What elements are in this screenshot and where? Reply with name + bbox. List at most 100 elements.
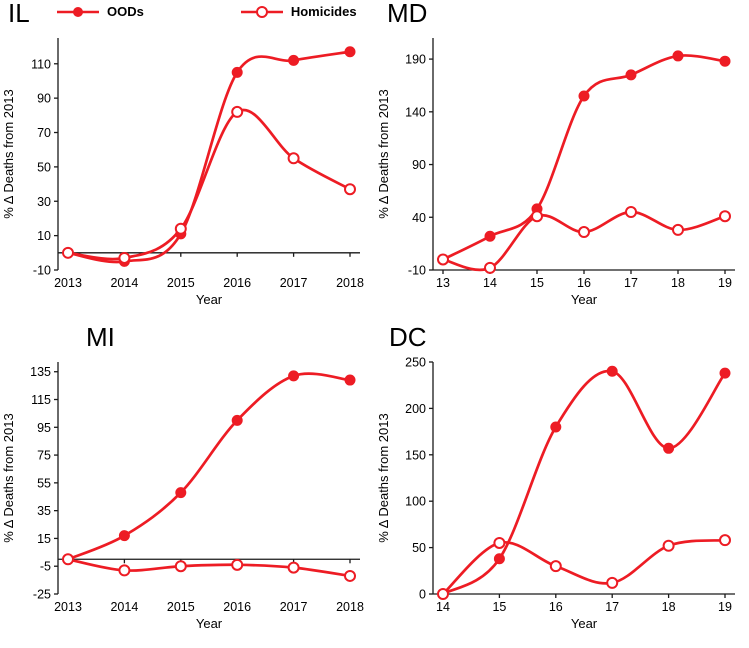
homicides-line: [441, 538, 727, 596]
homicides-marker: [549, 560, 562, 573]
y-tick-label: 95: [37, 421, 51, 435]
legend-label-oods: OODs: [107, 4, 144, 19]
oods-marker: [231, 414, 243, 426]
homicides-marker: [287, 152, 300, 165]
chart-plot-il: -10 10 30 50 70 90 110 2013 2014 2015 2016 2017 2018…: [1, 38, 364, 307]
y-tick-label: 100: [405, 495, 426, 509]
x-tick-label: 2013: [54, 600, 82, 614]
y-tick-label: 40: [412, 211, 426, 225]
legend-item-oods: OODs: [56, 4, 144, 19]
homicides-marker: [662, 539, 675, 552]
y-tick-label: 55: [37, 476, 51, 490]
y-tick-label: -10: [33, 264, 51, 278]
x-tick-label: 19: [718, 600, 732, 614]
y-tick-label: 35: [37, 504, 51, 518]
x-tick-label: 15: [492, 600, 506, 614]
x-tick-label: 2017: [280, 600, 308, 614]
homicides-marker: [231, 558, 244, 571]
y-tick-label: 70: [37, 126, 51, 140]
homicides-line: [66, 557, 352, 578]
x-tick-label: 13: [436, 276, 450, 290]
chart-cell-md: MD -10 40 90 140 190 13 14 15 16 17 18 19 Year % Δ De…: [375, 0, 749, 324]
y-tick-label: 10: [37, 229, 51, 243]
chart-cell-il: IL -10 10 30 50 70 90 110 2013 2014 2015 2016 2017 2…: [0, 0, 374, 324]
x-tick-label: 2016: [223, 600, 251, 614]
oods-line: [66, 50, 352, 264]
legend-item-homicides: Homicides: [240, 4, 357, 19]
homicides-marker: [62, 553, 74, 566]
oods-marker: [719, 55, 731, 67]
chart-cell-dc: DC 0 50 100 150 200 250 14 15 16 17 18 19 Year % Δ De…: [375, 322, 749, 648]
x-tick-label: 2013: [54, 276, 82, 290]
chart-title-dc: DC: [389, 322, 427, 352]
chart-plot-md: -10 40 90 140 190 13 14 15 16 17 18 19 Year % Δ Death…: [376, 38, 735, 307]
homicides-marker: [578, 226, 590, 239]
homicides-marker: [672, 223, 684, 236]
x-tick-label: 18: [662, 600, 676, 614]
y-tick-label: 115: [31, 393, 51, 407]
homicides-marker: [118, 251, 131, 264]
oods-marker: [625, 69, 637, 81]
x-tick-label: 18: [671, 276, 685, 290]
oods-marker: [606, 365, 618, 377]
y-axis-title: % Δ Deaths from 2013: [1, 413, 16, 542]
chart-plot-dc: 0 50 100 150 200 250 14 15 16 17 18 19 Year % Δ Death…: [376, 356, 735, 631]
homicides-marker: [531, 210, 543, 223]
y-tick-label: -10: [408, 264, 426, 278]
homicides-marker: [344, 569, 356, 582]
homicides-marker: [174, 222, 187, 235]
x-tick-label: 2018: [336, 600, 364, 614]
x-tick-label: 14: [483, 276, 497, 290]
y-tick-label: 75: [37, 449, 51, 463]
y-tick-label: 30: [37, 195, 51, 209]
homicides-line-marker-icon: [240, 5, 283, 18]
oods-marker: [231, 66, 243, 78]
homicides-marker: [719, 534, 731, 547]
y-tick-label: 140: [405, 105, 426, 119]
homicides-marker: [493, 536, 506, 549]
oods-line-marker-icon: [57, 6, 99, 17]
x-tick-label: 2016: [223, 276, 251, 290]
x-tick-label: 2015: [167, 276, 195, 290]
x-tick-label: 2017: [280, 276, 308, 290]
chart-title-md: MD: [387, 0, 428, 28]
oods-line: [66, 372, 352, 561]
y-tick-label: 135: [30, 365, 51, 379]
x-axis-title: Year: [571, 616, 598, 631]
y-tick-label: 90: [412, 158, 426, 172]
oods-marker: [663, 442, 675, 454]
homicides-marker: [287, 561, 300, 574]
chart-cell-mi: MI -25 -5 15 35 55 75 95 115 135 2013 2014 2015 2016…: [0, 322, 374, 648]
x-axis-title: Year: [196, 616, 223, 631]
homicides-marker: [231, 105, 244, 118]
y-tick-label: 200: [405, 402, 426, 416]
homicides-marker: [625, 206, 637, 218]
y-tick-label: -25: [33, 588, 51, 602]
y-axis-title: % Δ Deaths from 2013: [1, 89, 16, 218]
chart-title-il: IL: [8, 0, 30, 28]
y-axis-title: % Δ Deaths from 2013: [376, 413, 391, 542]
chart-plot-mi: -25 -5 15 35 55 75 95 115 135 2013 2014 2015 2016 201…: [1, 362, 364, 631]
x-axis-title: Year: [571, 292, 598, 307]
oods-line: [441, 369, 727, 596]
y-axis-title: % Δ Deaths from 2013: [376, 89, 391, 218]
y-tick-label: -5: [40, 560, 51, 574]
x-axis-title: Year: [196, 292, 223, 307]
homicides-marker: [118, 564, 131, 577]
homicides-marker: [437, 588, 449, 600]
y-tick-label: 150: [405, 448, 426, 462]
oods-marker: [484, 230, 496, 242]
oods-marker: [493, 553, 505, 565]
homicides-marker: [344, 183, 356, 196]
x-tick-label: 15: [530, 276, 544, 290]
homicides-marker: [606, 576, 619, 589]
homicides-marker: [174, 560, 187, 573]
oods-marker: [672, 50, 684, 62]
homicides-marker: [719, 210, 731, 223]
oods-marker: [550, 421, 562, 433]
homicides-line: [441, 210, 727, 272]
x-tick-label: 16: [549, 600, 563, 614]
x-tick-label: 2014: [110, 276, 138, 290]
x-tick-label: 19: [718, 276, 732, 290]
